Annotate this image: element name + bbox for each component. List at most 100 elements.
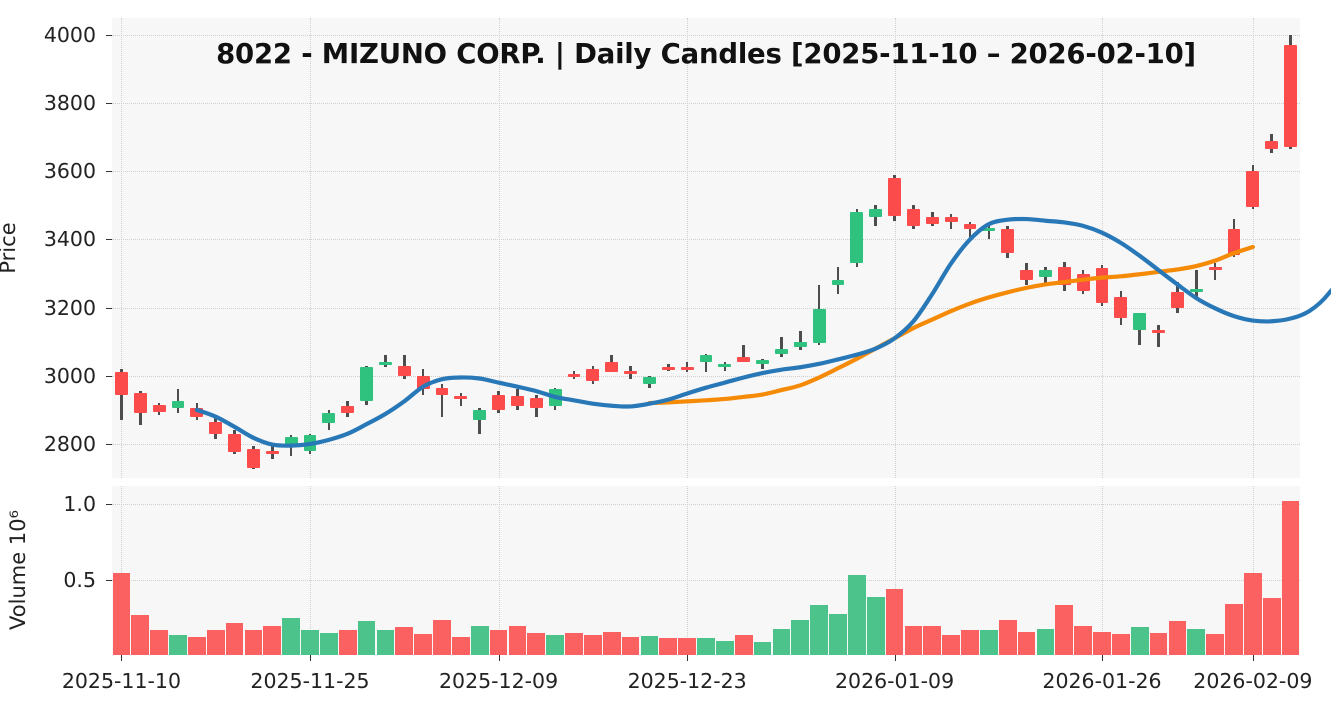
volume-bar[interactable] [979,630,998,655]
candle-body[interactable] [1057,266,1071,286]
volume-bar[interactable] [866,596,885,655]
volume-bar[interactable] [206,630,225,655]
volume-bar[interactable] [1281,501,1300,655]
candle-body[interactable] [1039,270,1052,277]
candle-body[interactable] [944,217,958,223]
volume-bar[interactable] [772,628,791,655]
candle-body[interactable] [1114,297,1128,318]
volume-bar[interactable] [301,630,319,655]
candle-body[interactable] [737,357,751,363]
candle-body[interactable] [529,397,543,409]
candle-body[interactable] [661,367,675,371]
candle-body[interactable] [322,413,336,424]
volume-bar[interactable] [847,575,866,655]
volume-bar[interactable] [810,605,828,655]
volume-bar[interactable] [1074,626,1092,655]
candle-body[interactable] [775,348,788,354]
candle-body[interactable] [925,217,939,225]
candle-body[interactable] [171,401,185,409]
candle-body[interactable] [341,406,355,414]
candle-body[interactable] [1076,273,1090,291]
volume-bar[interactable] [923,625,942,655]
volume-bar[interactable] [734,635,753,655]
volume-bar[interactable] [1206,633,1224,655]
candle-body[interactable] [265,450,279,455]
candle-body[interactable] [548,389,562,407]
candle-body[interactable] [1284,45,1297,148]
volume-bar[interactable] [715,640,734,655]
candle-body[interactable] [397,365,411,376]
candle-body[interactable] [416,375,430,390]
candle-body[interactable] [133,392,147,414]
candle-body[interactable] [1265,140,1279,150]
volume-bar[interactable] [829,613,847,655]
candle-body[interactable] [888,178,901,216]
candle-body[interactable] [963,224,977,230]
candle-body[interactable] [850,212,864,264]
volume-bar[interactable] [1055,605,1074,655]
volume-bar[interactable] [338,630,357,655]
volume-bar[interactable] [150,629,168,655]
volume-bar[interactable] [1130,627,1149,655]
candle-body[interactable] [756,360,769,364]
candle-body[interactable] [473,409,487,421]
candle-body[interactable] [624,370,637,375]
volume-bar[interactable] [961,630,979,655]
candle-body[interactable] [379,362,392,366]
volume-bar[interactable] [1243,572,1262,655]
volume-bar[interactable] [1168,621,1187,655]
volume-bar[interactable] [1262,597,1281,655]
volume-bar[interactable] [451,636,470,655]
candle-body[interactable] [605,362,619,373]
candle-body[interactable] [793,341,807,347]
volume-bar[interactable] [414,633,432,655]
candle-body[interactable] [1133,312,1147,330]
candle-body[interactable] [699,355,713,363]
volume-bar[interactable] [112,572,131,655]
candle-body[interactable] [247,449,260,468]
candle-body[interactable] [643,377,656,385]
volume-bar[interactable] [602,632,621,655]
candle-body[interactable] [284,437,298,448]
volume-bar[interactable] [489,630,508,655]
candle-body[interactable] [435,387,449,395]
candle-body[interactable] [1189,288,1203,292]
volume-bar[interactable] [225,623,244,655]
volume-bar[interactable] [263,626,282,655]
candle-body[interactable] [567,374,581,378]
candle-body[interactable] [209,421,223,434]
candle-body[interactable] [115,372,128,395]
volume-bar[interactable] [470,625,489,655]
volume-bar[interactable] [659,637,678,655]
volume-bar[interactable] [583,635,602,655]
candle-body[interactable] [511,396,524,407]
volume-bar[interactable] [187,636,206,655]
volume-bar[interactable] [1225,603,1243,655]
candle-body[interactable] [982,227,996,231]
volume-bar[interactable] [244,630,263,655]
candle-body[interactable] [718,363,732,367]
volume-bar[interactable] [1111,633,1130,655]
candle-body[interactable] [1246,171,1260,208]
volume-bar[interactable] [282,618,300,655]
candle-body[interactable] [492,394,505,410]
volume-bar[interactable] [885,589,904,655]
volume-bar[interactable] [527,633,546,655]
candle-body[interactable] [152,404,166,412]
candle-body[interactable] [812,309,826,344]
candle-body[interactable] [190,408,204,417]
candle-body[interactable] [360,367,373,402]
volume-bar[interactable] [131,615,150,655]
volume-bar[interactable] [942,635,960,655]
volume-bar[interactable] [621,637,640,655]
volume-bar[interactable] [678,638,696,655]
volume-bar[interactable] [697,638,715,655]
volume-bar[interactable] [1187,629,1206,655]
candle-body[interactable] [228,433,241,453]
volume-bar[interactable] [395,627,414,655]
volume-bar[interactable] [357,621,376,655]
candle-body[interactable] [869,208,883,218]
candle-body[interactable] [1152,329,1165,334]
candle-body[interactable] [454,396,468,400]
candle-body[interactable] [1095,268,1109,303]
